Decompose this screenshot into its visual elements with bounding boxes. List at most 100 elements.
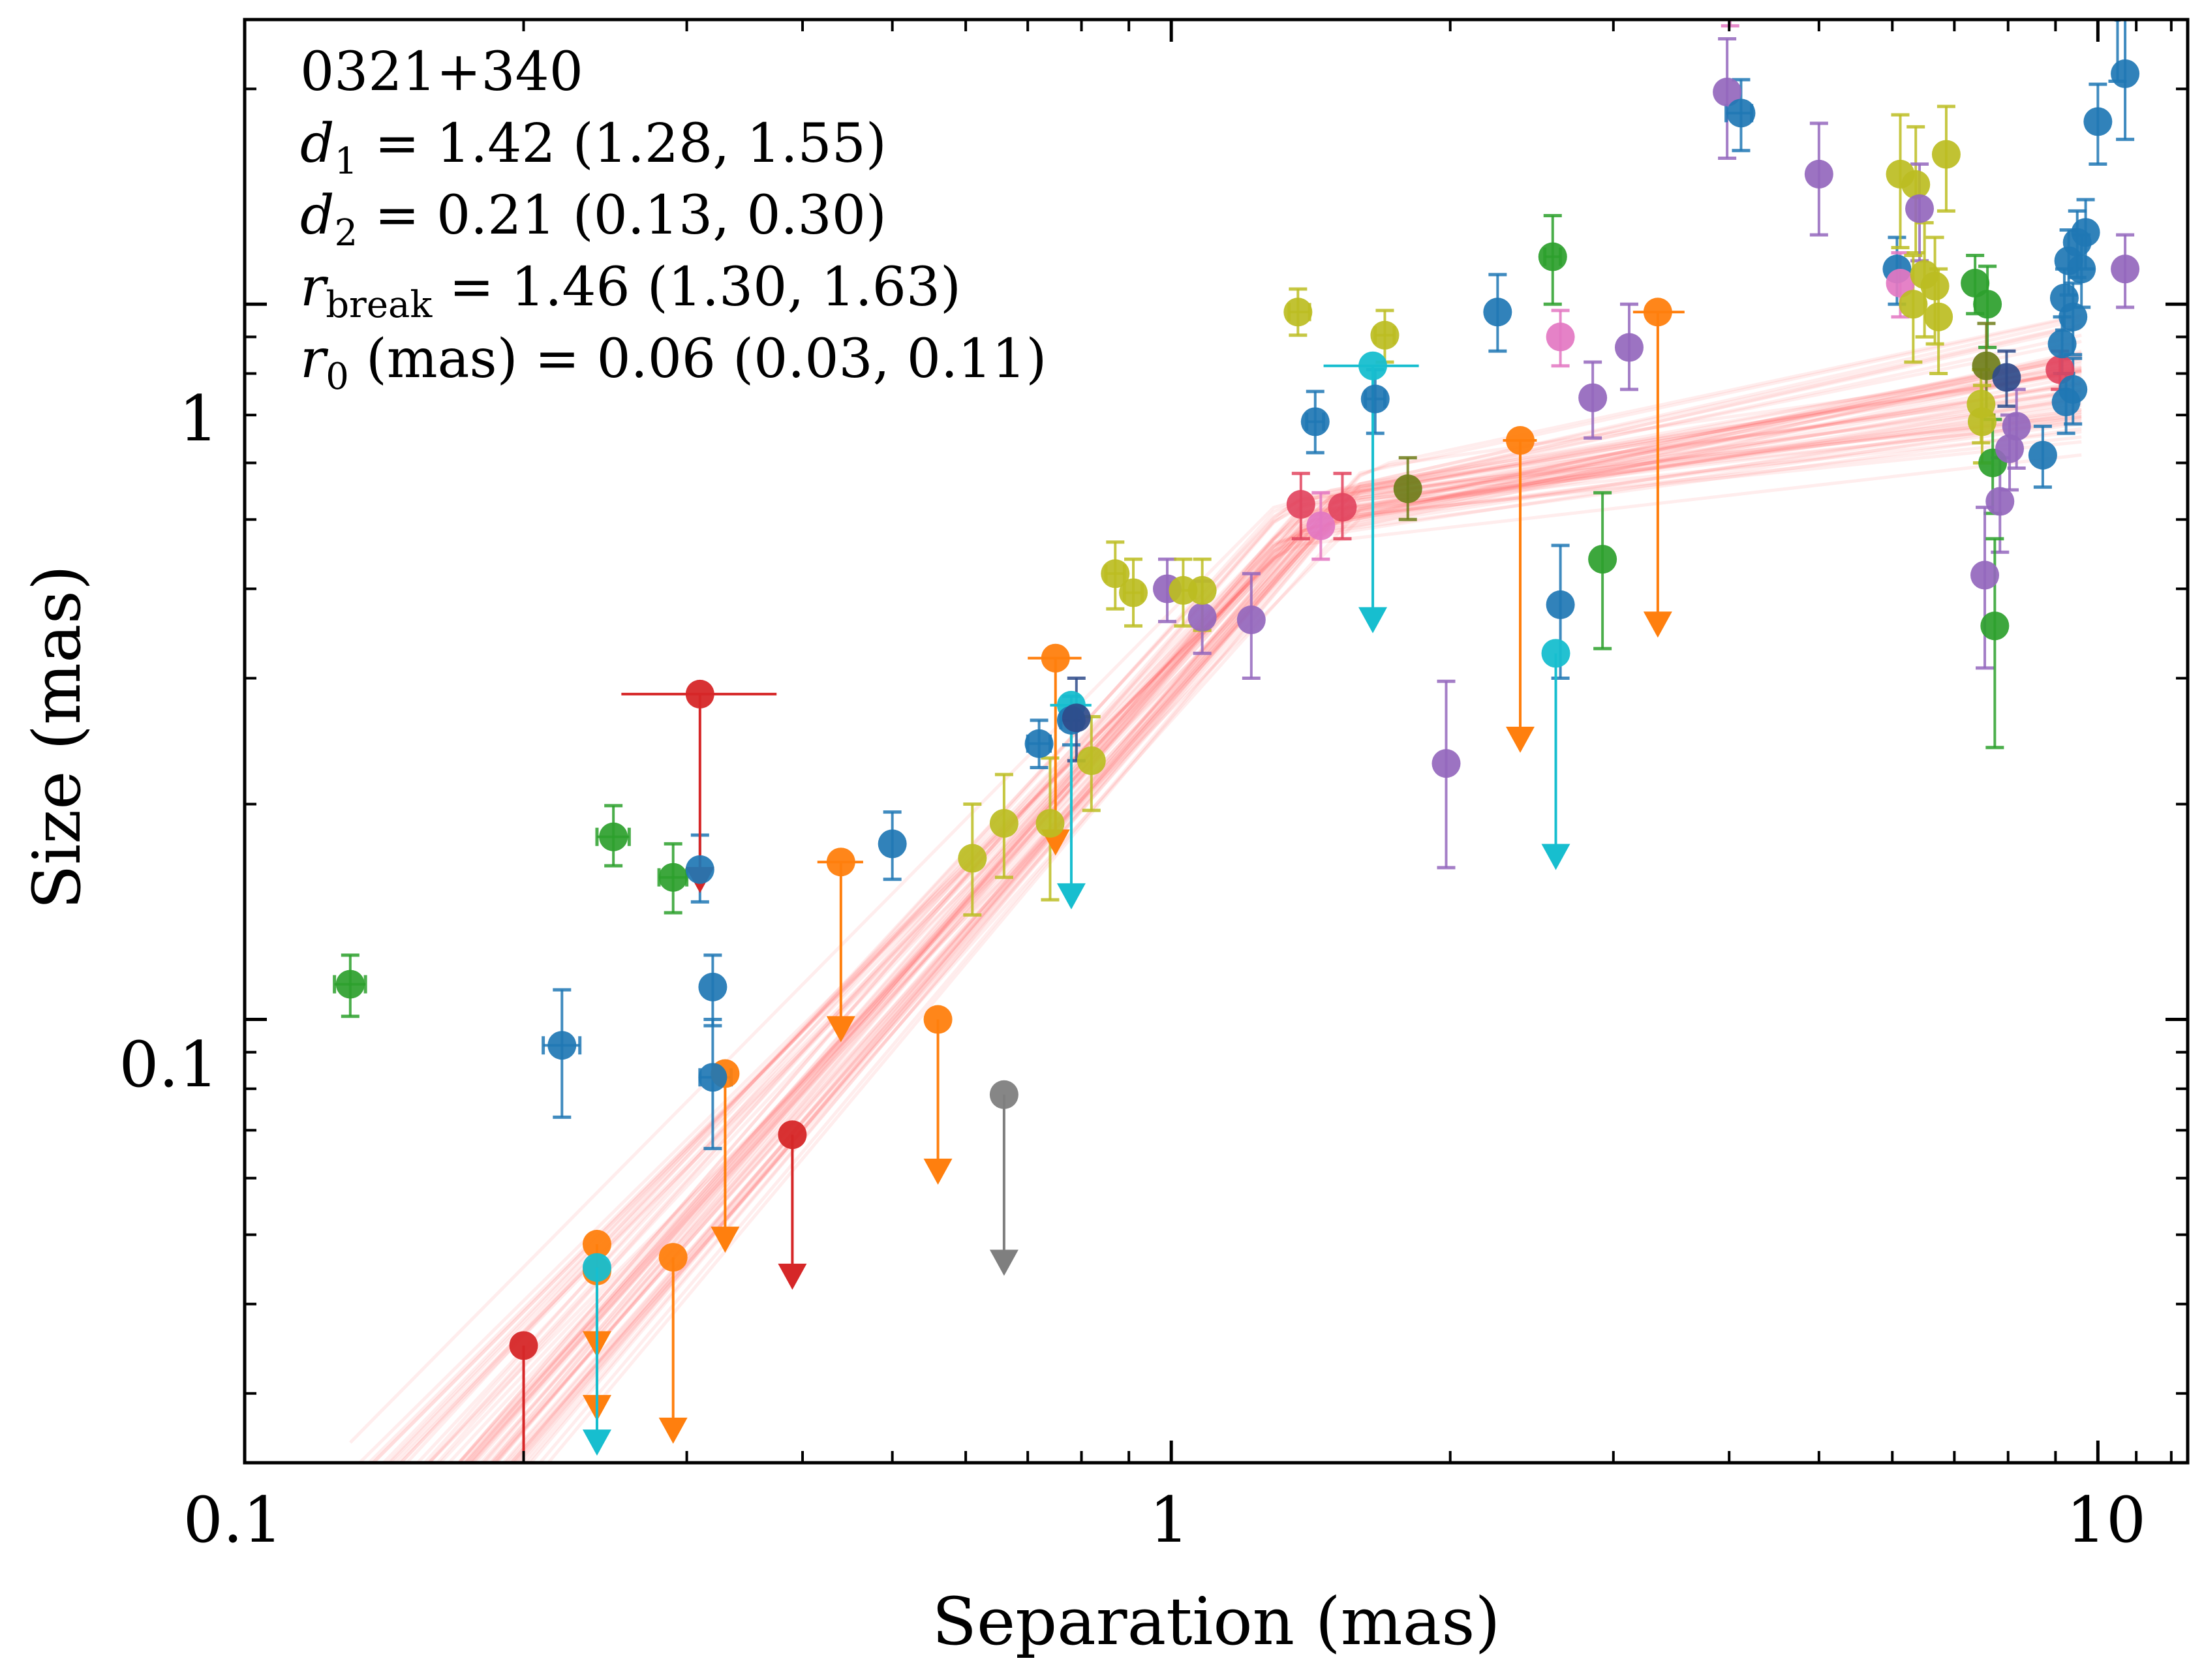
model-draw-34 xyxy=(405,416,2082,1463)
data-point-9 xyxy=(989,808,1018,838)
data-point-78 xyxy=(2111,254,2140,284)
data-point-11 xyxy=(1035,808,1065,838)
upper-limit-14 xyxy=(1503,426,1537,753)
data-point-52 xyxy=(1961,269,1990,298)
data-point-31 xyxy=(1483,298,1512,327)
upper-limit-15 xyxy=(1541,639,1570,870)
annotation-d1-value: = 1.42 (1.28, 1.55) xyxy=(358,113,887,175)
model-draw-29 xyxy=(349,370,2082,1444)
data-point-32 xyxy=(1546,322,1575,352)
data-point-50 xyxy=(1899,290,1928,319)
upper-limit-point-11 xyxy=(1041,643,1070,673)
data-point-19 xyxy=(1187,603,1217,632)
data-point-15 xyxy=(1101,559,1130,588)
model-draw-28 xyxy=(483,389,2082,1463)
model-draw-15 xyxy=(438,388,2082,1463)
upper-limit-arrow-5 xyxy=(658,1417,688,1444)
data-point-51 xyxy=(1924,302,1953,331)
upper-limit-point-2 xyxy=(582,1230,611,1259)
y-tick-label-1: 1 xyxy=(179,382,219,455)
plot-frame xyxy=(243,18,2190,1465)
model-draw-6 xyxy=(517,354,2082,1463)
upper-limit-arrow-13 xyxy=(1358,607,1388,634)
upper-limit-arrow-15 xyxy=(1541,844,1570,870)
data-point-66 xyxy=(2047,329,2077,359)
upper-limit-arrow-8 xyxy=(826,1016,855,1043)
upper-limit-point-9 xyxy=(923,1005,953,1034)
data-point-8 xyxy=(958,844,987,873)
annotation-d1-sub: 1 xyxy=(335,140,358,183)
annotation-r0-sub: 0 xyxy=(326,356,349,398)
upper-limit-point-7 xyxy=(778,1120,807,1150)
upper-limit-arrow-6 xyxy=(711,1227,740,1253)
upper-limit-point-10 xyxy=(989,1080,1018,1109)
data-point-16 xyxy=(1119,578,1148,607)
data-point-49 xyxy=(1931,140,1961,169)
data-point-21 xyxy=(1236,605,1266,635)
model-draw-36 xyxy=(516,313,2082,1463)
data-points xyxy=(335,20,2140,1092)
model-draw-2 xyxy=(493,365,2082,1463)
model-draw-13 xyxy=(490,354,2082,1463)
model-draw-43 xyxy=(468,413,2082,1463)
upper-limit-point-0 xyxy=(685,679,714,709)
data-point-30 xyxy=(1431,749,1461,778)
model-draw-27 xyxy=(508,389,2082,1463)
model-draw-41 xyxy=(398,365,2082,1463)
data-point-40 xyxy=(1726,99,1756,128)
upper-limit-point-13 xyxy=(1358,351,1388,380)
data-point-25 xyxy=(1306,511,1336,540)
model-draw-56 xyxy=(521,369,2082,1463)
upper-limit-point-16 xyxy=(1643,298,1672,327)
model-draw-32 xyxy=(386,410,2082,1463)
axis-ticks xyxy=(243,20,2188,1463)
model-draw-22 xyxy=(546,422,2082,1463)
data-point-5 xyxy=(698,972,727,1001)
upper-limit-5 xyxy=(658,1243,688,1444)
upper-limit-7 xyxy=(778,1120,807,1290)
model-draw-42 xyxy=(506,351,2082,1463)
data-point-36 xyxy=(1546,590,1575,619)
model-draw-25 xyxy=(469,427,2082,1463)
model-draw-44 xyxy=(503,351,2082,1463)
model-draw-57 xyxy=(415,410,2082,1463)
model-draw-4 xyxy=(491,420,2082,1463)
x-axis-label: Separation (mas) xyxy=(932,1583,1500,1660)
model-draw-35 xyxy=(427,379,2082,1463)
data-point-3 xyxy=(658,863,688,892)
upper-limit-arrow-4 xyxy=(582,1429,611,1456)
model-draw-19 xyxy=(456,403,2082,1463)
x-tick-label-10: 10 xyxy=(2066,1484,2146,1557)
annotation-d2-sub: 2 xyxy=(335,212,358,254)
model-draw-12 xyxy=(509,435,2082,1463)
data-point-6 xyxy=(698,1063,727,1092)
data-point-29 xyxy=(1393,474,1422,504)
data-point-33 xyxy=(1538,242,1567,271)
data-point-60 xyxy=(1980,611,2010,641)
data-point-27 xyxy=(1360,384,1390,414)
model-draw-51 xyxy=(528,414,2082,1463)
annotation-rbreak-sub: break xyxy=(326,284,433,326)
model-draw-18 xyxy=(538,397,2082,1463)
data-point-7 xyxy=(878,829,907,859)
model-draw-1 xyxy=(463,367,2082,1463)
y-axis-label: Size (mas) xyxy=(19,565,95,909)
model-draw-59 xyxy=(426,419,2082,1463)
model-draw-50 xyxy=(513,322,2082,1463)
model-draw-23 xyxy=(399,357,2082,1463)
upper-limit-10 xyxy=(989,1080,1018,1276)
data-point-14 xyxy=(1077,746,1106,775)
model-draw-26 xyxy=(391,440,2082,1463)
data-point-58 xyxy=(1985,487,2015,516)
annotation-d2-value: = 0.21 (0.13, 0.30) xyxy=(358,185,887,247)
model-fit-curves xyxy=(349,313,2082,1463)
upper-limit-8 xyxy=(817,848,863,1043)
model-draw-9 xyxy=(457,388,2082,1463)
upper-limit-arrow-7 xyxy=(778,1263,807,1290)
annotation-source: 0321+340 xyxy=(300,41,583,103)
upper-limit-point-15 xyxy=(1541,639,1570,668)
data-point-37 xyxy=(1588,545,1617,574)
model-draw-5 xyxy=(489,356,2082,1463)
annotation-r0-value: (mas) = 0.06 (0.03, 0.11) xyxy=(349,328,1047,390)
